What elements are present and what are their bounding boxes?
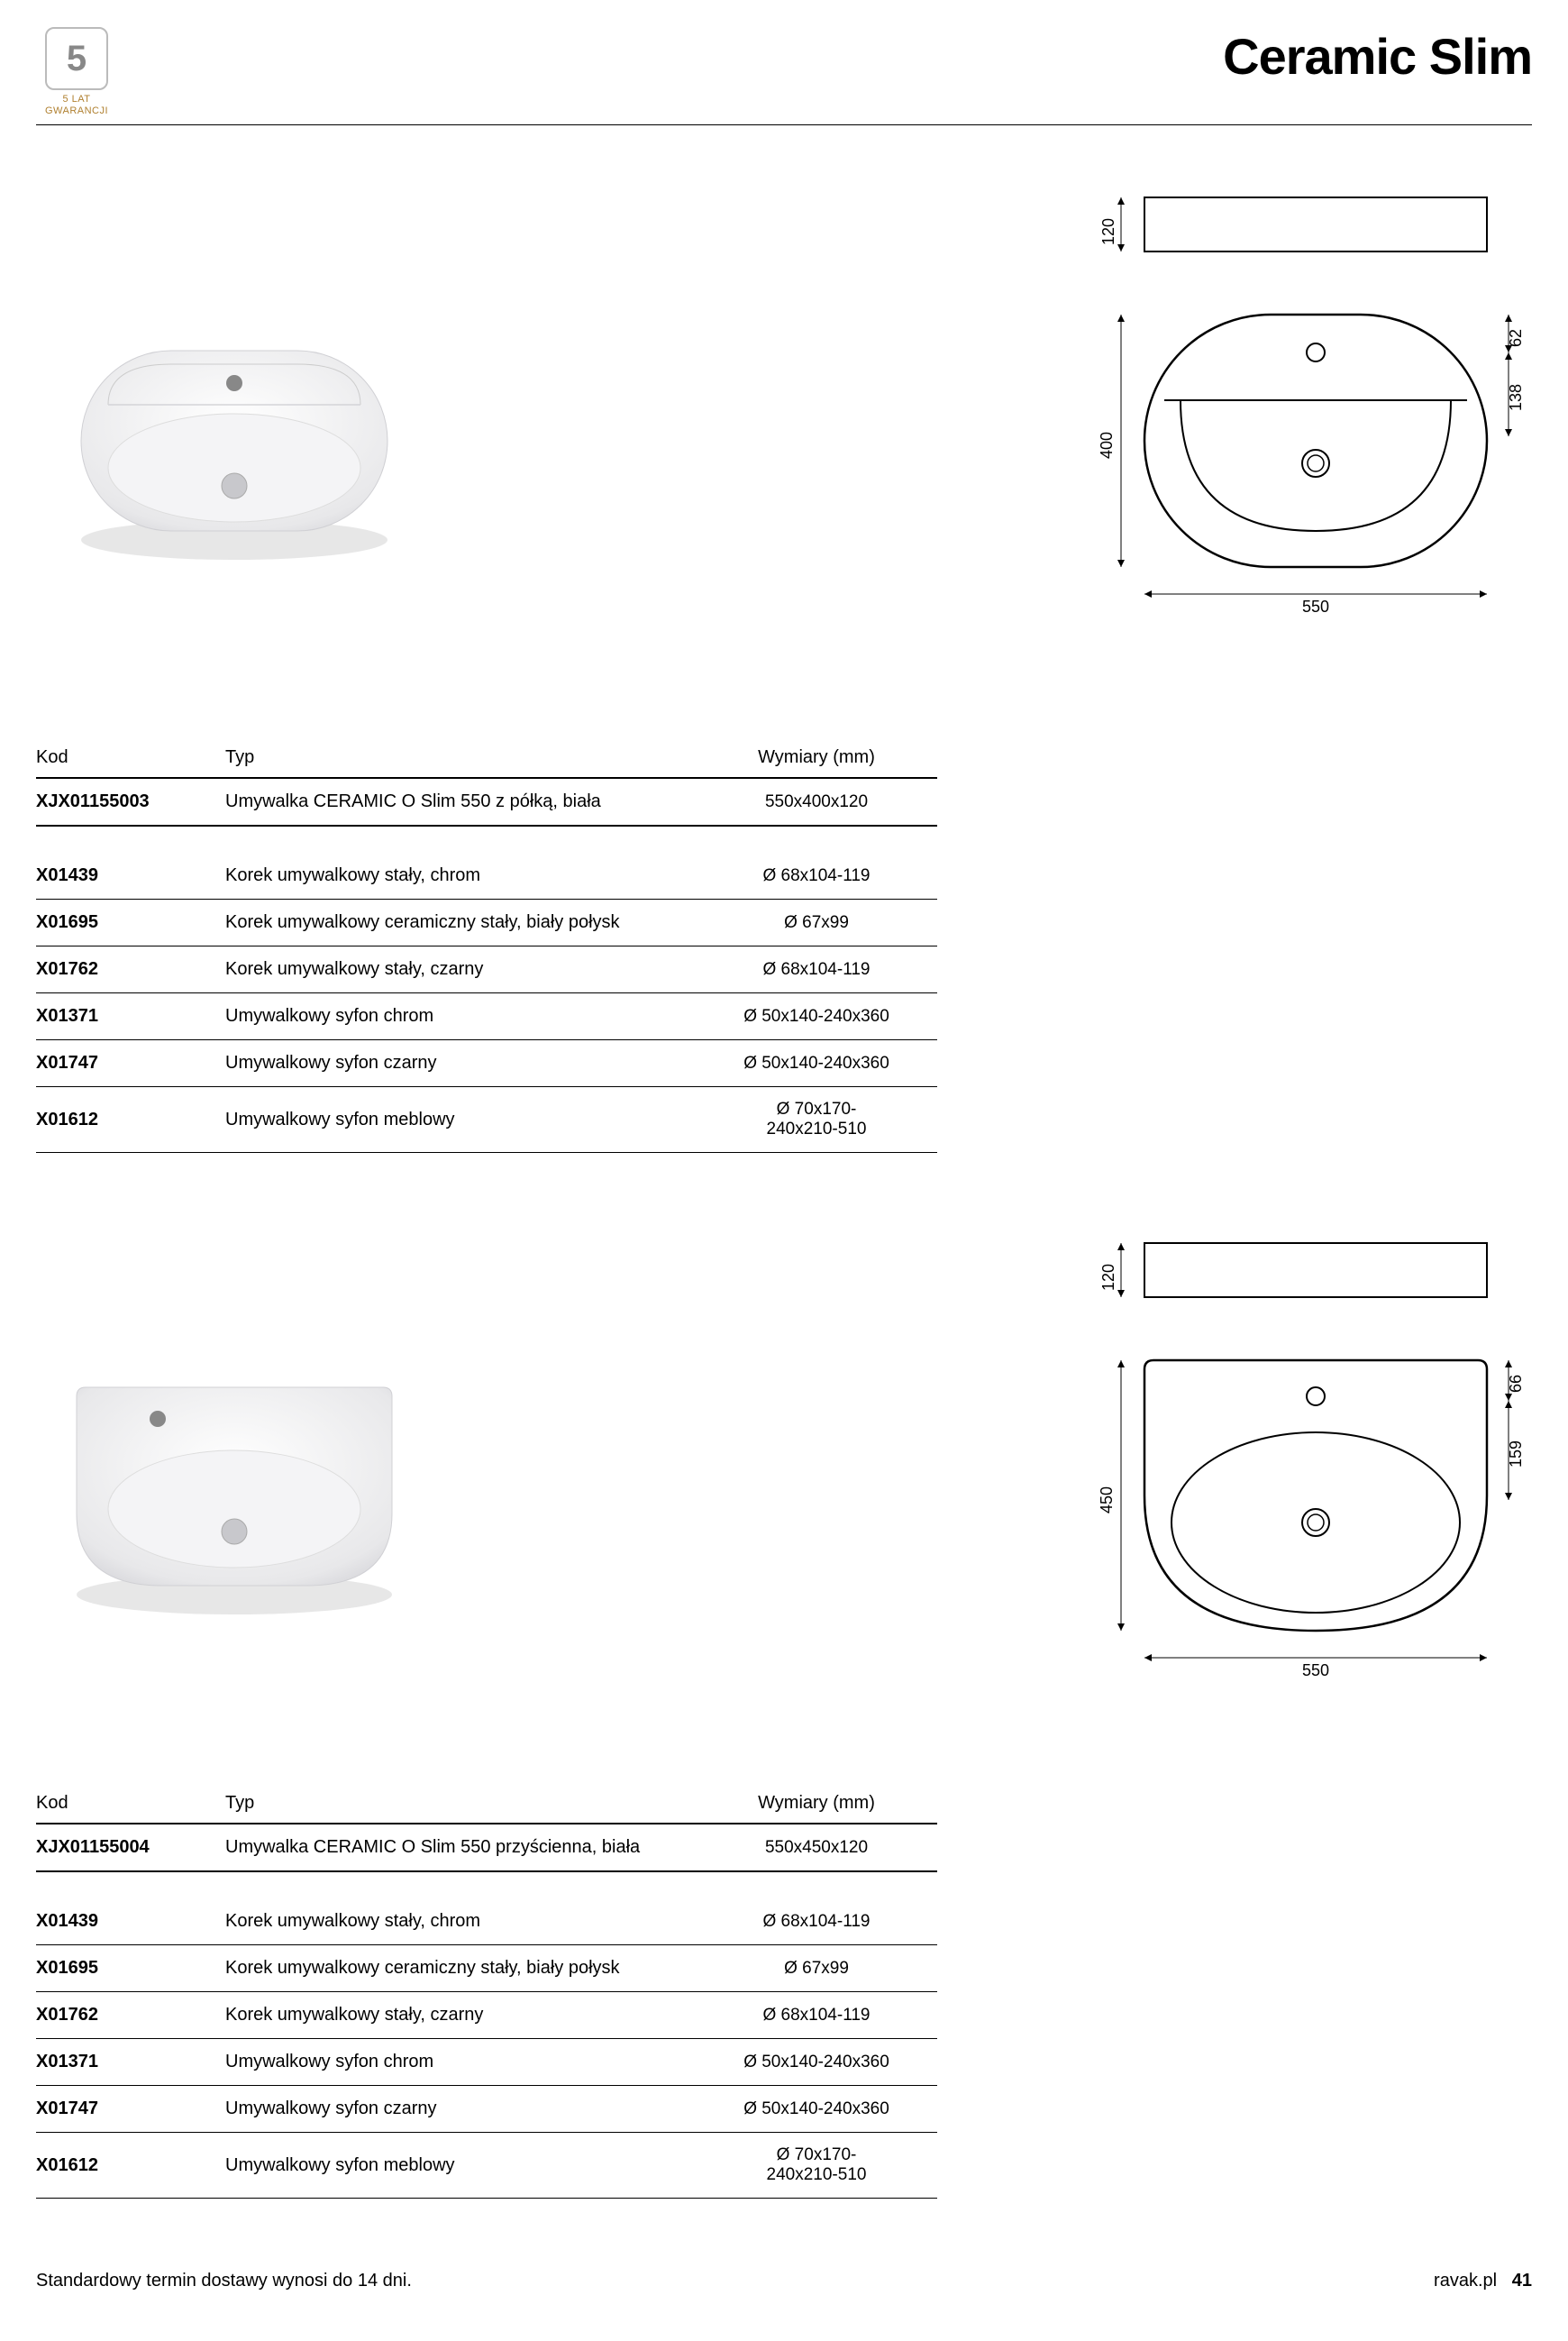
table-row: X01371Umywalkowy syfon chromØ 50x140-240… <box>36 993 937 1040</box>
product-render-1 <box>36 279 433 585</box>
warranty-badge: 5 5 LAT GWARANCJI <box>36 27 117 117</box>
warranty-line1: 5 LAT <box>36 94 117 105</box>
page-title: Ceramic Slim <box>1223 27 1532 86</box>
svg-text:138: 138 <box>1507 384 1525 411</box>
table-row: X01762Korek umywalkowy stały, czarnyØ 68… <box>36 1992 937 2039</box>
col-code: Kod <box>36 1784 225 1824</box>
table-row: X01371Umywalkowy syfon chromØ 50x140-240… <box>36 2039 937 2086</box>
col-type: Typ <box>225 738 703 778</box>
table-row: X01439Korek umywalkowy stały, chromØ 68x… <box>36 1898 937 1945</box>
warranty-years: 5 <box>45 27 108 90</box>
col-type: Typ <box>225 1784 703 1824</box>
table-row: X01762Korek umywalkowy stały, czarnyØ 68… <box>36 946 937 993</box>
col-dim: Wymiary (mm) <box>703 1784 937 1824</box>
svg-text:120: 120 <box>1099 1264 1117 1291</box>
table-row: X01695Korek umywalkowy ceramiczny stały,… <box>36 1945 937 1992</box>
product-block-1: 120 400 62 <box>36 179 1532 1153</box>
page-number: 41 <box>1512 2271 1532 2291</box>
col-dim: Wymiary (mm) <box>703 738 937 778</box>
footer-site: ravak.pl <box>1434 2271 1497 2291</box>
svg-text:66: 66 <box>1507 1375 1525 1393</box>
table-row: X01747Umywalkowy syfon czarnyØ 50x140-24… <box>36 2086 937 2133</box>
header-rule <box>36 124 1532 125</box>
delivery-note: Standardowy termin dostawy wynosi do 14 … <box>36 2271 412 2291</box>
table-row: X01695Korek umywalkowy ceramiczny stały,… <box>36 900 937 946</box>
svg-text:120: 120 <box>1099 218 1117 245</box>
page-footer: Standardowy termin dostawy wynosi do 14 … <box>36 2271 1532 2291</box>
warranty-line2: GWARANCJI <box>36 105 117 117</box>
svg-text:159: 159 <box>1507 1440 1525 1468</box>
svg-text:550: 550 <box>1302 1661 1329 1679</box>
tech-drawing-2: 120 450 66 <box>1027 1225 1532 1730</box>
table-row: X01612Umywalkowy syfon meblowyØ 70x170- … <box>36 1087 937 1153</box>
col-code: Kod <box>36 738 225 778</box>
page-header: 5 5 LAT GWARANCJI Ceramic Slim <box>36 27 1532 117</box>
spec-table-2: Kod Typ Wymiary (mm) XJX01155004 Umywalk… <box>36 1784 937 2199</box>
tech-drawing-1: 120 400 62 <box>1027 179 1532 684</box>
svg-text:450: 450 <box>1098 1486 1116 1513</box>
svg-text:62: 62 <box>1507 329 1525 347</box>
table-row: X01439Korek umywalkowy stały, chromØ 68x… <box>36 853 937 900</box>
product-block-2: 120 450 66 <box>36 1225 1532 2199</box>
svg-text:400: 400 <box>1098 432 1116 459</box>
table-row: XJX01155004 Umywalka CERAMIC O Slim 550 … <box>36 1824 937 1871</box>
spec-table-1: Kod Typ Wymiary (mm) XJX01155003 Umywalk… <box>36 738 937 1153</box>
table-row: X01612Umywalkowy syfon meblowyØ 70x170- … <box>36 2133 937 2199</box>
table-row: XJX01155003 Umywalka CERAMIC O Slim 550 … <box>36 778 937 826</box>
table-row: X01747Umywalkowy syfon czarnyØ 50x140-24… <box>36 1040 937 1087</box>
product-render-2 <box>36 1324 433 1631</box>
svg-text:550: 550 <box>1302 598 1329 616</box>
